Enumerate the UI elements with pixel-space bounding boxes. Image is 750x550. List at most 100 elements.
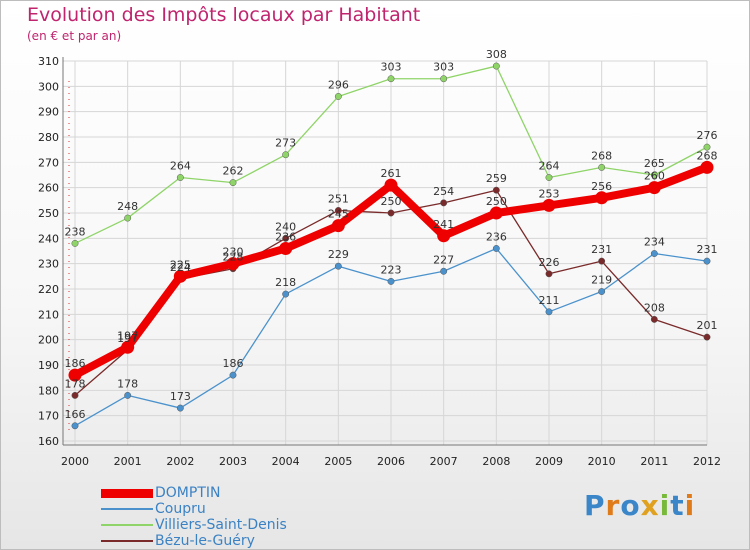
data-label: 225 bbox=[170, 258, 191, 271]
data-point bbox=[440, 267, 448, 275]
data-label: 268 bbox=[591, 149, 612, 162]
data-point bbox=[71, 239, 79, 247]
data-point bbox=[703, 333, 711, 341]
data-point bbox=[650, 250, 658, 257]
data-label: 245 bbox=[328, 208, 349, 221]
legend-swatch-villiers bbox=[101, 524, 153, 526]
data-point bbox=[387, 209, 395, 217]
data-label: 261 bbox=[381, 167, 402, 180]
y-tick-label: 180 bbox=[38, 384, 59, 397]
data-point bbox=[71, 391, 79, 399]
x-tick-label: 2002 bbox=[166, 455, 194, 468]
logo-letter: x bbox=[640, 489, 660, 522]
x-tick-label: 2004 bbox=[272, 455, 300, 468]
data-point bbox=[598, 288, 606, 295]
data-point bbox=[700, 160, 714, 174]
data-point bbox=[545, 174, 553, 181]
y-tick-label: 250 bbox=[38, 207, 59, 220]
legend-swatch-bezu bbox=[101, 540, 153, 542]
data-point bbox=[71, 422, 79, 430]
data-point bbox=[492, 186, 500, 194]
data-point bbox=[440, 199, 448, 207]
data-label: 208 bbox=[644, 301, 665, 314]
data-point bbox=[334, 93, 342, 100]
data-label: 236 bbox=[275, 230, 296, 243]
logo-letter: r bbox=[605, 489, 621, 522]
y-tick-label: 190 bbox=[38, 359, 59, 372]
data-label: 248 bbox=[117, 200, 138, 213]
y-tick-label: 160 bbox=[38, 435, 59, 448]
x-tick-label: 2011 bbox=[640, 455, 668, 468]
data-label: 268 bbox=[697, 149, 718, 162]
data-point bbox=[387, 277, 395, 285]
y-tick-label: 210 bbox=[38, 308, 59, 321]
data-label: 178 bbox=[65, 377, 86, 390]
data-point bbox=[176, 404, 184, 412]
y-tick-label: 310 bbox=[38, 55, 59, 68]
data-point bbox=[647, 181, 661, 195]
data-label: 226 bbox=[539, 256, 560, 269]
data-label: 219 bbox=[591, 274, 612, 287]
x-tick-label: 2009 bbox=[535, 455, 563, 468]
data-point bbox=[121, 340, 135, 354]
data-label: 250 bbox=[381, 195, 402, 208]
data-point bbox=[703, 143, 711, 151]
data-point bbox=[492, 245, 500, 252]
data-label: 223 bbox=[381, 263, 402, 276]
data-label: 296 bbox=[328, 78, 349, 91]
data-label: 260 bbox=[644, 170, 665, 183]
data-label: 264 bbox=[170, 160, 191, 173]
data-label: 231 bbox=[591, 243, 612, 256]
data-point bbox=[545, 270, 553, 278]
y-tick-label: 300 bbox=[38, 80, 59, 93]
y-tick-label: 290 bbox=[38, 106, 59, 119]
data-label: 303 bbox=[381, 61, 402, 74]
legend-swatch-coupru bbox=[101, 508, 153, 510]
data-label: 256 bbox=[591, 180, 612, 193]
data-label: 264 bbox=[539, 160, 560, 173]
data-point bbox=[387, 75, 395, 83]
data-point bbox=[279, 241, 293, 255]
data-point bbox=[384, 178, 398, 192]
data-label: 240 bbox=[275, 220, 296, 233]
data-point bbox=[68, 368, 82, 382]
y-tick-label: 220 bbox=[38, 283, 59, 296]
data-label: 173 bbox=[170, 390, 191, 403]
data-point bbox=[229, 179, 237, 187]
data-label: 228 bbox=[223, 251, 244, 264]
proxiti-logo: Proxiti bbox=[584, 489, 695, 522]
logo-letter: i bbox=[659, 489, 671, 522]
data-label: 236 bbox=[486, 230, 507, 243]
data-point bbox=[176, 174, 184, 181]
data-label: 273 bbox=[275, 137, 296, 150]
data-label: 201 bbox=[697, 319, 718, 332]
x-tick-label: 2001 bbox=[114, 455, 142, 468]
y-tick-label: 280 bbox=[38, 131, 59, 144]
data-label: 276 bbox=[697, 129, 718, 142]
data-point bbox=[492, 62, 500, 70]
data-label: 250 bbox=[486, 195, 507, 208]
data-point bbox=[334, 207, 342, 214]
logo-letter: i bbox=[684, 489, 696, 522]
x-tick-label: 2007 bbox=[430, 455, 458, 468]
data-point bbox=[282, 234, 290, 242]
data-point bbox=[650, 315, 658, 323]
data-point bbox=[282, 290, 290, 298]
data-label: 178 bbox=[117, 377, 138, 390]
x-tick-label: 2000 bbox=[61, 455, 89, 468]
logo-letter: t bbox=[670, 489, 685, 522]
data-point bbox=[331, 219, 345, 233]
legend-swatch-domptin bbox=[101, 489, 153, 498]
y-tick-label: 200 bbox=[38, 334, 59, 347]
y-tick-label: 240 bbox=[38, 232, 59, 245]
chart-title: Evolution des Impôts locaux par Habitant bbox=[27, 4, 421, 26]
data-point bbox=[598, 257, 606, 265]
data-label: 166 bbox=[65, 408, 86, 421]
data-label: 238 bbox=[65, 225, 86, 238]
data-point bbox=[489, 206, 503, 220]
x-tick-label: 2005 bbox=[324, 455, 352, 468]
y-tick-label: 170 bbox=[38, 410, 59, 423]
data-point bbox=[595, 191, 609, 205]
y-tick-label: 270 bbox=[38, 156, 59, 169]
data-point bbox=[282, 151, 290, 159]
